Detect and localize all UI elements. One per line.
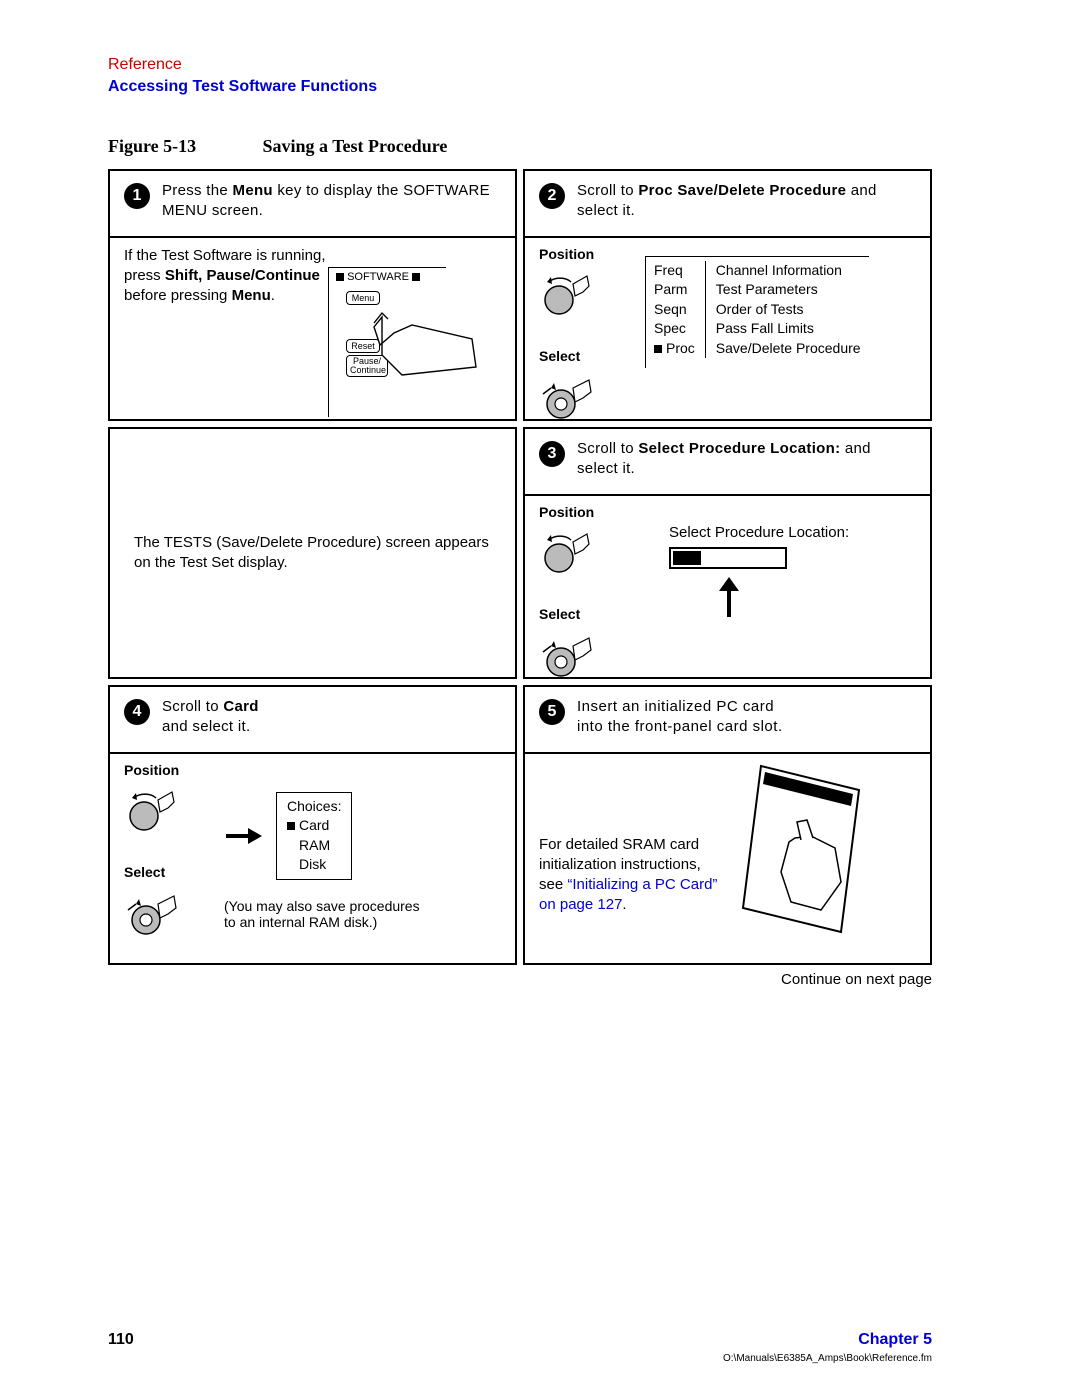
knob-column: Position Select bbox=[539, 504, 629, 682]
knob-column: Position Select bbox=[539, 246, 629, 424]
step-2: 2 Scroll to Proc Save/Delete Procedure a… bbox=[523, 169, 932, 421]
step-number-1: 1 bbox=[124, 183, 150, 209]
step-3-instruction: Scroll to Select Procedure Location: and… bbox=[577, 439, 916, 480]
position-label: Position bbox=[539, 504, 597, 520]
step-number-4: 4 bbox=[124, 699, 150, 725]
step-1-body: If the Test Software is running, press S… bbox=[124, 246, 358, 307]
menu-descs: Channel Information Test Parameters Orde… bbox=[705, 261, 861, 359]
select-proc-area: Select Procedure Location: bbox=[669, 524, 849, 623]
knob-rotate-icon bbox=[124, 788, 182, 838]
header-reference: Reference bbox=[108, 56, 932, 74]
figure-title: Figure 5-13 Saving a Test Procedure bbox=[108, 136, 932, 157]
step-3-left: The TESTS (Save/Delete Procedure) screen… bbox=[108, 427, 517, 679]
menu-list: Freq Parm Seqn Spec Proc Channel Informa… bbox=[645, 256, 869, 369]
step-4-instruction: Scroll to Card and select it. bbox=[162, 697, 259, 738]
step-3: 3 Scroll to Select Procedure Location: a… bbox=[523, 427, 932, 679]
page-footer: 110 Chapter 5 O:\Manuals\E6385A_Amps\Boo… bbox=[108, 1331, 932, 1349]
hand-press-icon bbox=[372, 295, 482, 385]
step-4-note: (You may also save procedures to an inte… bbox=[224, 898, 434, 930]
chapter-label: Chapter 5 bbox=[858, 1331, 932, 1349]
figure-number: Figure 5-13 bbox=[108, 136, 258, 157]
menu-codes: Freq Parm Seqn Spec Proc bbox=[654, 261, 695, 359]
software-label: SOFTWARE bbox=[336, 271, 420, 283]
step-4: 4 Scroll to Card and select it. Position… bbox=[108, 685, 517, 965]
file-path: O:\Manuals\E6385A_Amps\Book\Reference.fm bbox=[723, 1353, 932, 1364]
reference-label: Reference bbox=[108, 56, 182, 73]
step-number-5: 5 bbox=[539, 699, 565, 725]
select-label: Select bbox=[539, 606, 597, 622]
step-5-instruction: Insert an initialized PC cardinto the fr… bbox=[577, 697, 783, 738]
step-1: 1 Press the Menu key to display the SOFT… bbox=[108, 169, 517, 421]
pc-card-icon bbox=[731, 762, 881, 942]
page-content: Reference Accessing Test Software Functi… bbox=[108, 56, 932, 988]
position-label: Position bbox=[124, 762, 182, 778]
knob-rotate-icon bbox=[539, 530, 597, 580]
step-1-instruction: Press the Menu key to display the SOFTWA… bbox=[162, 181, 501, 222]
step-number-3: 3 bbox=[539, 441, 565, 467]
continue-note: Continue on next page bbox=[108, 971, 932, 988]
step-2-instruction: Scroll to Proc Save/Delete Procedure and… bbox=[577, 181, 916, 222]
select-label: Select bbox=[124, 864, 182, 880]
step-5: 5 Insert an initialized PC cardinto the … bbox=[523, 685, 932, 965]
position-label: Position bbox=[539, 246, 597, 262]
knob-press-icon bbox=[124, 890, 182, 940]
figure-name: Saving a Test Procedure bbox=[263, 136, 448, 156]
knob-column: Position Select bbox=[124, 762, 214, 940]
choices-box: Choices: Card RAM Disk bbox=[276, 792, 352, 880]
step-number-2: 2 bbox=[539, 183, 565, 209]
step-3-left-text: The TESTS (Save/Delete Procedure) screen… bbox=[124, 533, 501, 574]
select-label: Select bbox=[539, 348, 597, 364]
page-number: 110 bbox=[108, 1331, 134, 1349]
step-5-body: For detailed SRAM card initialization in… bbox=[539, 835, 719, 942]
step-grid: 1 Press the Menu key to display the SOFT… bbox=[108, 169, 932, 965]
proc-location-box-icon bbox=[669, 547, 787, 569]
header-subtitle: Accessing Test Software Functions bbox=[108, 78, 932, 96]
up-arrow-icon bbox=[709, 575, 749, 619]
right-arrow-icon bbox=[224, 824, 264, 848]
knob-rotate-icon bbox=[539, 272, 597, 322]
step-4-right: Choices: Card RAM Disk (You may also sav… bbox=[224, 792, 434, 930]
knob-press-icon bbox=[539, 374, 597, 424]
knob-press-icon bbox=[539, 632, 597, 682]
